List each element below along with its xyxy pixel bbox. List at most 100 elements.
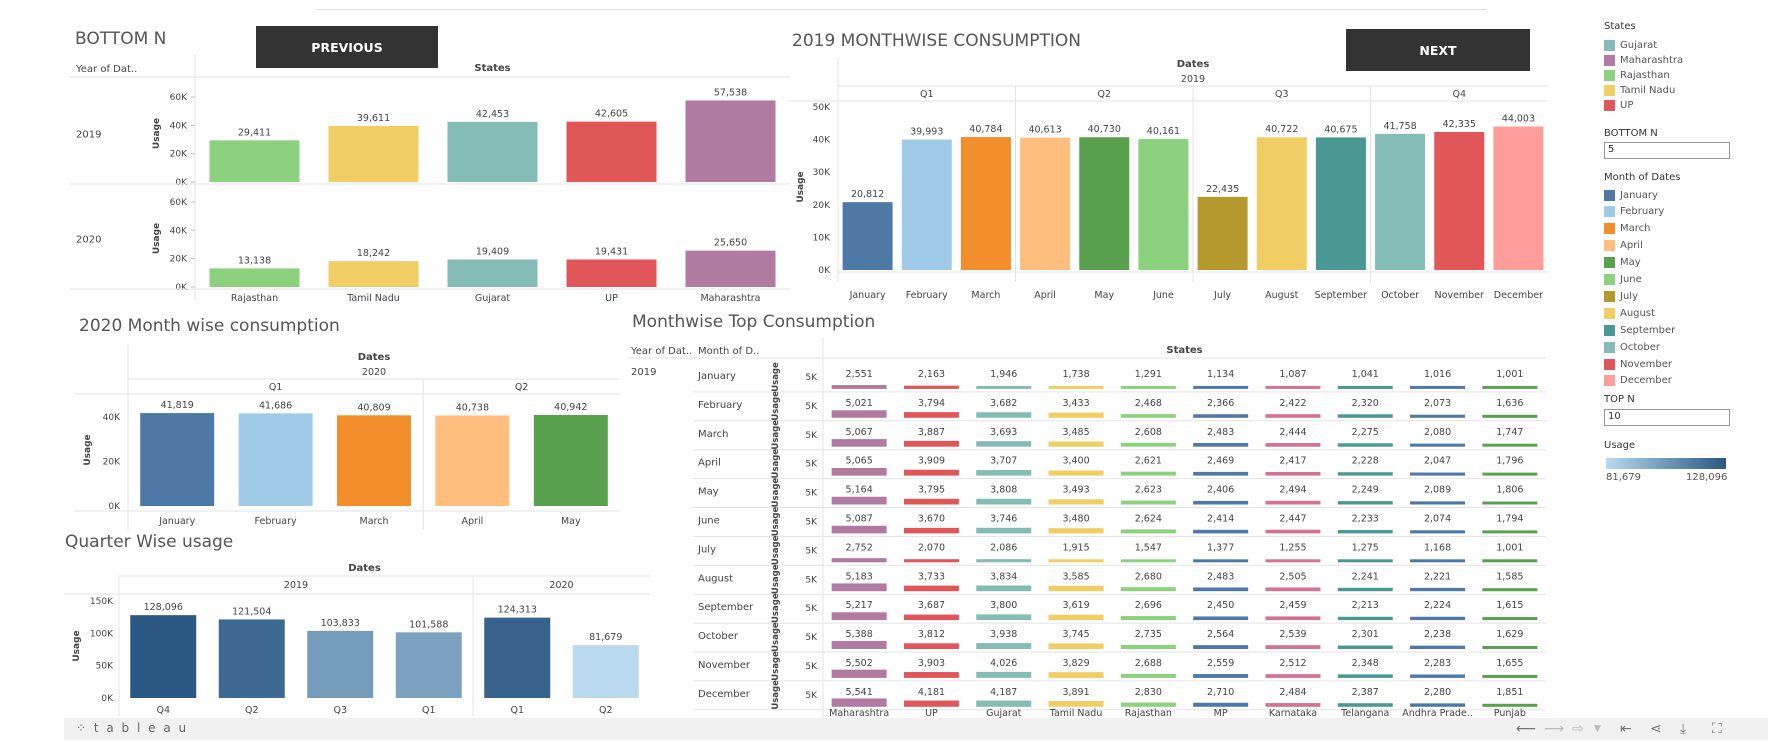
data-label: 2,348 [1352, 658, 1379, 669]
quarter-label: Q2 [515, 382, 529, 393]
col-header: Dates [348, 563, 381, 574]
data-label: 1,547 [1135, 542, 1162, 553]
legend-item-state[interactable]: Rajasthan [1604, 68, 1670, 82]
month-label: June [697, 516, 720, 527]
y-tick-label: 5K [805, 518, 818, 528]
bottom-n-input[interactable]: 5 [1604, 142, 1730, 159]
x-tick-label: UP [605, 293, 618, 304]
legend-item-state[interactable]: Tamil Nadu [1604, 83, 1675, 97]
y-tick-label: 20K [103, 458, 121, 468]
month-label: September [698, 602, 754, 613]
data-label: 2,468 [1135, 398, 1162, 409]
data-label: 1,629 [1496, 629, 1523, 640]
chevron-down-icon[interactable]: ▼ [1594, 724, 1601, 734]
undo-icon[interactable]: ⟵ [1516, 721, 1537, 737]
share-icon[interactable]: ⋖ [1650, 721, 1662, 737]
bar [1337, 472, 1393, 476]
legend-item-month[interactable]: March [1604, 222, 1650, 236]
fullscreen-icon[interactable]: ⛶ [1712, 721, 1722, 737]
data-label: 1,636 [1496, 398, 1523, 409]
data-label: 3,733 [918, 571, 945, 582]
data-label: 1,655 [1496, 658, 1523, 669]
bar [1120, 471, 1176, 476]
y-tick-label: 5K [805, 691, 818, 701]
data-label: 2,073 [1424, 398, 1451, 409]
bar [1482, 414, 1538, 418]
data-label: 1,851 [1496, 687, 1523, 698]
data-label: 2,469 [1207, 456, 1234, 467]
redo-icon[interactable]: ⟶ [1544, 721, 1565, 737]
quarter-label: Q3 [1275, 89, 1289, 100]
download-icon[interactable]: ⤓ [1680, 721, 1687, 737]
legend-item-month[interactable]: June [1604, 273, 1642, 287]
bar [1410, 587, 1466, 592]
bar [1193, 616, 1249, 621]
quarter-label: Q1 [269, 382, 283, 393]
legend-usage-title: Usage [1604, 440, 1636, 451]
bar [1193, 385, 1249, 389]
legend-item-month[interactable]: May [1604, 256, 1641, 270]
data-label: 3,400 [1062, 456, 1089, 467]
x-tick-label: Maharashtra [700, 293, 760, 304]
legend-item-month[interactable]: April [1604, 239, 1643, 253]
bottom-n-title: BOTTOM N [75, 29, 167, 49]
bar [1315, 137, 1366, 270]
bar [1482, 674, 1538, 678]
bar [1265, 559, 1321, 563]
legend-item-state[interactable]: UP [1604, 98, 1633, 112]
bar [831, 583, 887, 592]
data-label: 2,213 [1352, 600, 1379, 611]
legend-item-month[interactable]: January [1604, 188, 1658, 202]
month-label: April [698, 458, 721, 469]
data-label: 1,275 [1352, 542, 1379, 553]
y-axis-label: Usage [72, 630, 82, 661]
data-label: 101,588 [409, 619, 448, 630]
bar [1193, 500, 1249, 505]
bar [901, 139, 952, 270]
data-label: 3,938 [990, 629, 1017, 640]
top-n-input[interactable]: 10 [1604, 409, 1730, 426]
revert-icon[interactable]: ⇨ [1572, 721, 1584, 737]
y-tick-label: 30K [813, 168, 831, 178]
bar [1138, 139, 1189, 270]
legend-item-month[interactable]: November [1604, 357, 1672, 371]
bar [1482, 703, 1538, 707]
data-label: 3,707 [990, 456, 1017, 467]
data-label: 5,021 [846, 398, 873, 409]
legend-item-month[interactable]: October [1604, 340, 1660, 354]
previous-button[interactable]: PREVIOUS [256, 26, 438, 68]
y-tick-label: 60K [170, 198, 188, 208]
legend-item-month[interactable]: August [1604, 306, 1655, 320]
bar [1048, 643, 1104, 649]
data-label: 1,255 [1279, 542, 1306, 553]
data-label: 25,650 [714, 238, 747, 249]
data-label: 40,613 [1028, 125, 1061, 136]
bar [1120, 500, 1176, 505]
quarter-label: Q2 [1097, 89, 1111, 100]
legend-item-state[interactable]: Maharashtra [1604, 53, 1683, 67]
bar [218, 619, 285, 698]
x-tick-label: Punjab [1494, 708, 1526, 718]
y-axis-label: Usage [771, 449, 781, 479]
data-label: 2,406 [1207, 485, 1234, 496]
data-label: 2,539 [1279, 629, 1306, 640]
data-label: 42,335 [1443, 119, 1476, 130]
legend-item-month[interactable]: December [1604, 374, 1672, 388]
data-label: 1,915 [1062, 542, 1089, 553]
bar [976, 671, 1032, 678]
quarter-label: Q4 [1452, 89, 1466, 100]
legend-item-month[interactable]: February [1604, 205, 1664, 219]
data-label: 2,241 [1352, 571, 1379, 582]
y-tick-label: 5K [805, 546, 818, 556]
bar [1048, 559, 1104, 563]
legend-item-month[interactable]: July [1604, 289, 1638, 303]
data-label: 2,387 [1352, 687, 1379, 698]
legend-item-month[interactable]: September [1604, 323, 1675, 337]
data-label: 40,730 [1088, 124, 1121, 135]
data-label: 2,447 [1279, 514, 1306, 525]
legend-item-state[interactable]: Gujarat [1604, 38, 1657, 52]
next-button[interactable]: NEXT [1346, 29, 1530, 71]
bar [1193, 471, 1249, 476]
reset-icon[interactable]: ⇤ [1620, 721, 1632, 737]
data-label: 2,559 [1207, 658, 1234, 669]
